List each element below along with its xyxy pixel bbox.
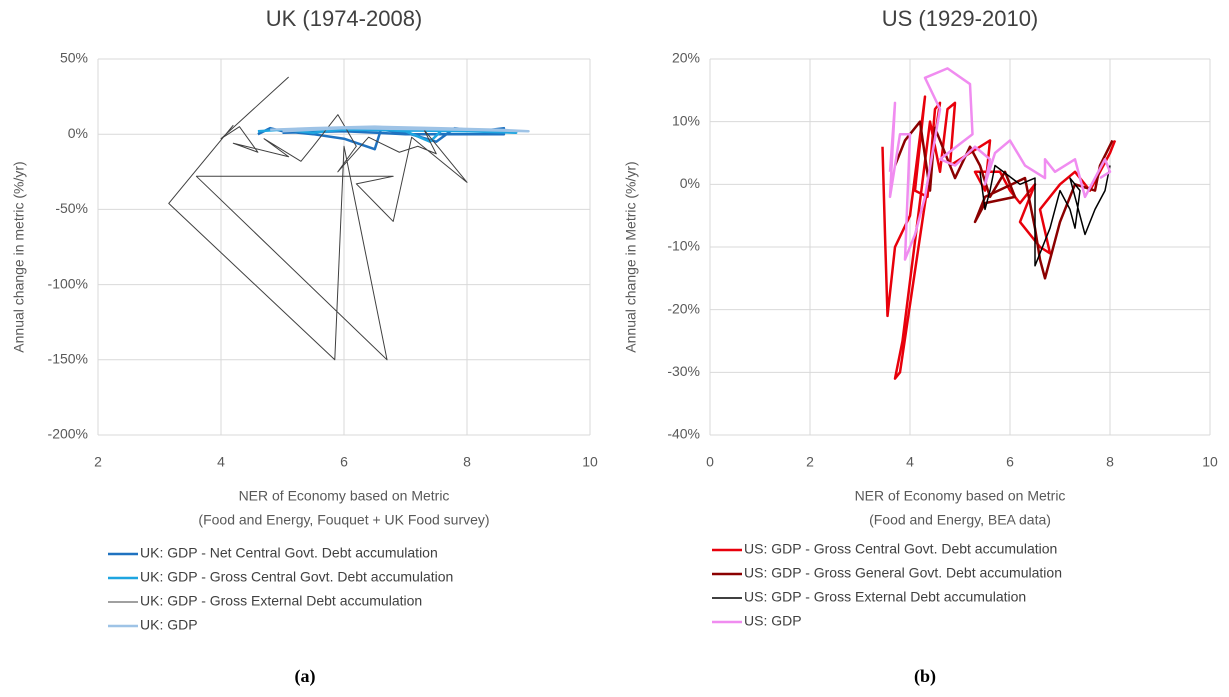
x-tick-label: 6 <box>340 454 348 470</box>
y-tick-label: -10% <box>667 238 700 254</box>
y-axis-label: Annual change in metric (%/yr) <box>11 161 27 352</box>
x-tick-label: 0 <box>706 454 714 470</box>
x-axis-label: NER of Economy based on Metric <box>855 488 1066 504</box>
x-tick-label: 2 <box>806 454 814 470</box>
legend-label: UK: GDP - Net Central Govt. Debt accumul… <box>140 545 438 561</box>
x-axis-label: (Food and Energy, BEA data) <box>869 512 1051 528</box>
x-tick-label: 10 <box>1202 454 1218 470</box>
chart-title: UK (1974-2008) <box>266 6 423 31</box>
y-tick-label: 0% <box>680 175 700 191</box>
legend-label: US: GDP <box>744 613 802 629</box>
legend-label: US: GDP - Gross Central Govt. Debt accum… <box>744 541 1057 557</box>
x-tick-label: 4 <box>906 454 914 470</box>
y-tick-label: -50% <box>55 200 88 216</box>
series-line <box>257 126 518 143</box>
y-tick-label: -200% <box>48 426 88 442</box>
series-line <box>979 164 1111 267</box>
x-tick-label: 4 <box>217 454 225 470</box>
caption: (b) <box>914 666 936 687</box>
y-tick-label: -20% <box>667 300 700 316</box>
x-tick-label: 6 <box>1006 454 1014 470</box>
x-tick-label: 2 <box>94 454 102 470</box>
chart-title: US (1929-2010) <box>882 6 1039 31</box>
legend-label: UK: GDP - Gross Central Govt. Debt accum… <box>140 569 453 585</box>
x-tick-label: 8 <box>1106 454 1114 470</box>
legend-label: US: GDP - Gross External Debt accumulati… <box>744 589 1026 605</box>
y-tick-label: 0% <box>68 125 88 141</box>
y-tick-label: -150% <box>48 351 88 367</box>
legend-label: US: GDP - Gross General Govt. Debt accum… <box>744 565 1062 581</box>
series-line <box>270 125 530 133</box>
caption: (a) <box>295 666 316 687</box>
x-axis-label: NER of Economy based on Metric <box>239 488 450 504</box>
y-tick-label: -100% <box>48 275 88 291</box>
x-tick-label: 10 <box>582 454 598 470</box>
series-line <box>881 95 1117 380</box>
y-tick-label: 10% <box>672 112 700 128</box>
y-axis-label: Annual change in Metric (%/yr) <box>623 161 639 352</box>
series-line <box>888 67 1112 261</box>
legend-label: UK: GDP - Gross External Debt accumulati… <box>140 593 422 609</box>
y-tick-label: -40% <box>667 426 700 442</box>
legend-label: UK: GDP <box>140 617 198 633</box>
x-axis-label: (Food and Energy, Fouquet + UK Food surv… <box>198 512 489 528</box>
y-tick-label: 50% <box>60 50 88 66</box>
y-tick-label: 20% <box>672 50 700 66</box>
y-tick-label: -30% <box>667 363 700 379</box>
series-line <box>168 76 468 361</box>
x-tick-label: 8 <box>463 454 471 470</box>
